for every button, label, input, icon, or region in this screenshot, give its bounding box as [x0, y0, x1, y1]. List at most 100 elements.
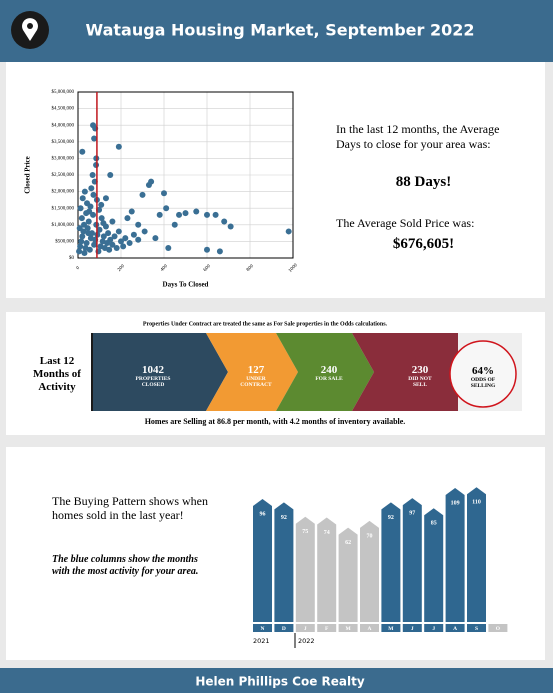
month-box — [274, 624, 294, 632]
x-tick-label: 1000 — [288, 263, 299, 274]
month-box — [317, 624, 337, 632]
point — [204, 246, 210, 253]
point — [86, 246, 93, 253]
y-tick-label: $2,500,000 — [52, 173, 75, 178]
y-axis-label: Closed Price — [24, 156, 32, 194]
footer-title: Helen Phillips Coe Realty — [195, 675, 365, 689]
y-tick-label: $5,000,000 — [52, 90, 75, 95]
point — [130, 231, 137, 238]
point — [204, 211, 210, 218]
bar — [445, 488, 465, 622]
month-box — [295, 624, 315, 632]
point — [107, 172, 114, 178]
point — [100, 233, 107, 240]
value-label: 92 — [281, 515, 287, 521]
value-label: 92 — [388, 515, 394, 521]
x-axis-label: Days To Closed — [163, 281, 209, 289]
bar — [381, 502, 401, 622]
point — [79, 148, 86, 155]
point — [87, 203, 94, 210]
x-tick-label: F — [325, 626, 329, 632]
point — [118, 238, 124, 245]
bar — [274, 502, 294, 622]
y-tick-label: $1,500,000 — [52, 206, 75, 211]
bar — [317, 517, 337, 622]
x-tick-label: J — [304, 626, 307, 632]
point — [193, 208, 200, 215]
chevron — [92, 333, 228, 411]
point — [161, 190, 167, 197]
point — [212, 211, 219, 218]
point — [93, 162, 100, 169]
step-label: DID NOT SELL — [408, 376, 432, 388]
odds-circle — [449, 340, 517, 408]
point — [77, 243, 84, 250]
point — [102, 195, 109, 202]
step: 1042 PROPERTIES CLOSED — [92, 364, 214, 388]
x-tick-label: M — [345, 626, 351, 632]
year-label: 2021 — [253, 637, 270, 645]
odds: 64% ODDS OF SELLING — [452, 365, 514, 389]
point — [76, 248, 83, 255]
chevron — [352, 333, 480, 411]
chevron — [206, 333, 298, 411]
days-value: 88 Days! — [395, 174, 452, 190]
buying-text: The Buying Pattern shows when homes sold… — [52, 494, 208, 522]
y-tick-label: $4,500,000 — [52, 107, 75, 112]
y-tick-label: $3,000,000 — [52, 157, 75, 162]
point — [79, 233, 86, 240]
x-tick-label: O — [496, 626, 501, 632]
x-tick-label: 800 — [246, 264, 255, 273]
point — [85, 218, 92, 225]
point — [81, 188, 88, 195]
footer-bar — [0, 668, 553, 693]
month-box — [381, 624, 401, 632]
activity-note: Properties Under Contract are treated th… — [143, 321, 388, 327]
activity-label: Last 12 Months of Activity — [33, 355, 81, 393]
step: 240 FOR SALE — [298, 364, 360, 382]
step-label: UNDER CONTRACT — [240, 376, 272, 388]
value-label: 85 — [431, 521, 437, 527]
x-tick-label: 400 — [160, 264, 169, 273]
header-bar — [0, 0, 553, 62]
point — [227, 223, 234, 230]
point — [77, 205, 84, 212]
point — [124, 215, 131, 222]
x-tick-label: N — [261, 626, 265, 632]
y-tick-label: $3,500,000 — [52, 140, 75, 145]
value-label: 62 — [345, 540, 351, 546]
point — [176, 211, 183, 218]
x-tick-label: 600 — [203, 264, 212, 273]
point — [109, 218, 116, 225]
point — [165, 245, 172, 252]
point — [105, 230, 112, 237]
bar — [295, 516, 315, 622]
point — [113, 245, 120, 252]
logo-pin — [22, 18, 38, 41]
plot-frame — [77, 91, 294, 259]
point — [145, 181, 152, 188]
price-value: $676,605! — [392, 236, 455, 252]
title: Watauga Housing Market, September 2022 — [86, 21, 475, 40]
point — [126, 240, 133, 247]
point — [76, 225, 83, 232]
step-value: 1042 — [142, 364, 164, 376]
month-box — [445, 624, 465, 632]
value-label: 110 — [472, 500, 481, 506]
point — [109, 241, 116, 248]
x-tick-label: A — [453, 626, 457, 632]
logo-dot — [27, 23, 33, 29]
point — [182, 210, 189, 217]
month-box — [488, 624, 508, 632]
point — [78, 238, 85, 245]
activity-footer: Homes are Selling at 86.8 per month, wit… — [145, 417, 406, 426]
value-label: 75 — [302, 529, 308, 535]
point — [96, 226, 103, 233]
year-label: 2022 — [298, 637, 315, 645]
odds-value: 64% — [472, 365, 494, 377]
point — [122, 235, 129, 242]
point — [115, 143, 122, 150]
x-tick-label: J — [411, 626, 414, 632]
month-box — [424, 624, 444, 632]
